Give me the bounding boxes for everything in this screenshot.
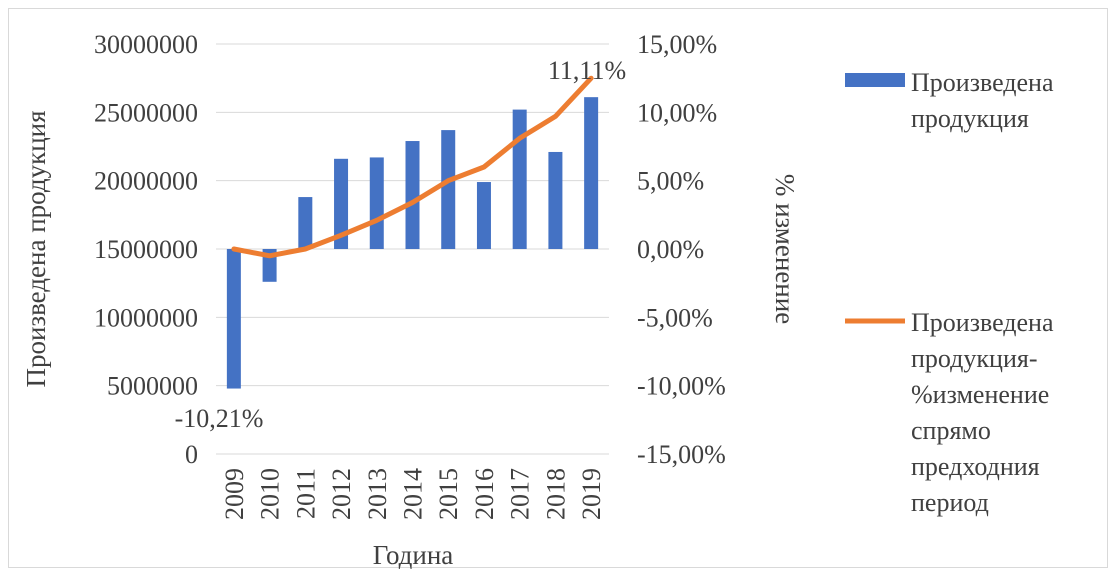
right-axis-tick-label: -5,00%	[637, 303, 713, 332]
bar	[369, 157, 384, 249]
legend-line-label: Произведена продукция- %изменение спрямо…	[911, 308, 1060, 517]
left-axis-tick-label: 0	[185, 440, 198, 469]
legend-line-label-line: %изменение	[911, 380, 1049, 409]
x-axis-tick-label: 2012	[327, 468, 356, 520]
bar	[548, 151, 563, 249]
legend-bar-label-line: продукция	[911, 104, 1029, 133]
x-axis-title: Година	[373, 540, 454, 569]
right-axis-ticks: -15,00% -10,00% -5,00% 0,00% 5,00% 10,00% 15,0…	[637, 30, 726, 469]
combo-chart: 0 5000000 10000000 15000000 20000000 25000000…	[21, 30, 1060, 569]
left-axis-tick-label: 10000000	[94, 303, 198, 332]
bar-series	[226, 97, 599, 389]
right-axis-tick-label: -10,00%	[637, 372, 726, 401]
left-axis-tick-label: 15000000	[94, 235, 198, 264]
right-axis-tick-label: 0,00%	[637, 235, 704, 264]
x-axis-tick-label: 2015	[434, 468, 463, 520]
legend-line-label-line: предходния	[911, 452, 1040, 481]
line-series	[231, 75, 594, 259]
x-axis-tick-label: 2009	[220, 468, 249, 520]
bar	[476, 182, 491, 249]
bar	[512, 109, 527, 249]
legend-line-label-line: Произведена	[911, 308, 1054, 337]
x-axis-tick-label: 2013	[363, 468, 392, 520]
left-axis-ticks: 0 5000000 10000000 15000000 20000000 25000000…	[94, 30, 198, 469]
x-axis-tick-label: 2010	[256, 468, 285, 520]
x-axis-tick-label: 2016	[470, 468, 499, 520]
right-axis-tick-label: -15,00%	[637, 440, 726, 469]
bar	[441, 130, 456, 249]
bar	[226, 249, 241, 389]
right-axis-tick-label: 10,00%	[637, 98, 717, 127]
bar	[584, 97, 599, 249]
legend-bar-label-line: Произведена	[911, 68, 1054, 97]
left-axis-tick-label: 25000000	[94, 98, 198, 127]
x-axis-tick-label: 2011	[291, 468, 320, 519]
right-axis-title: % изменение	[770, 174, 800, 324]
right-axis-tick-label: 15,00%	[637, 30, 717, 59]
bar	[334, 158, 349, 249]
x-axis-ticks: 2009 2010 2011 2012 2013 2014 2015 2016 2017 2018…	[220, 468, 606, 520]
x-axis-tick-label: 2014	[399, 468, 428, 520]
left-axis-title: Произведена продукция	[21, 110, 51, 387]
x-axis-tick-label: 2018	[541, 468, 570, 520]
bar	[298, 197, 313, 249]
legend-bar-label: Произведена продукция	[911, 68, 1060, 133]
legend-line-label-line: период	[911, 488, 989, 517]
left-axis-tick-label: 5000000	[107, 372, 198, 401]
chart-frame: 0 5000000 10000000 15000000 20000000 25000000…	[8, 8, 1108, 569]
data-labels: -10,21% 11,11%	[175, 56, 627, 433]
x-axis-tick-label: 2019	[577, 468, 606, 520]
bar	[405, 141, 420, 249]
left-axis-tick-label: 30000000	[94, 30, 198, 59]
legend-line-label-line: продукция-	[911, 344, 1037, 373]
data-label: -10,21%	[175, 404, 264, 433]
legend-bar-swatch	[845, 73, 905, 87]
legend: Произведена продукция Произведена продук…	[845, 68, 1060, 517]
x-axis-tick-label: 2017	[506, 468, 535, 520]
right-axis-tick-label: 5,00%	[637, 167, 704, 196]
legend-line-label-line: спрямо	[911, 416, 991, 445]
left-axis-tick-label: 20000000	[94, 167, 198, 196]
data-label: 11,11%	[548, 56, 626, 85]
